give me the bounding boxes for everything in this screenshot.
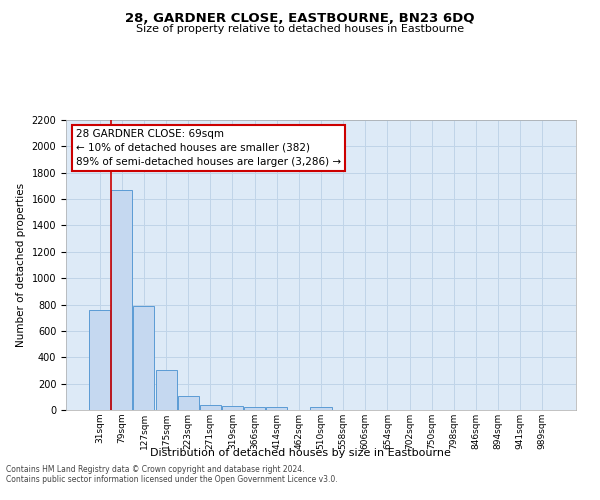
Text: Contains public sector information licensed under the Open Government Licence v3: Contains public sector information licen… bbox=[6, 476, 338, 484]
Text: Distribution of detached houses by size in Eastbourne: Distribution of detached houses by size … bbox=[149, 448, 451, 458]
Bar bbox=[222, 406, 243, 410]
Text: 28, GARDNER CLOSE, EASTBOURNE, BN23 6DQ: 28, GARDNER CLOSE, EASTBOURNE, BN23 6DQ bbox=[125, 12, 475, 26]
Bar bbox=[244, 408, 265, 410]
Bar bbox=[266, 408, 287, 410]
Bar bbox=[200, 404, 221, 410]
Bar bbox=[89, 310, 110, 410]
Bar bbox=[112, 190, 133, 410]
Text: Size of property relative to detached houses in Eastbourne: Size of property relative to detached ho… bbox=[136, 24, 464, 34]
Bar bbox=[178, 396, 199, 410]
Bar bbox=[310, 408, 332, 410]
Bar bbox=[133, 306, 154, 410]
Bar bbox=[155, 370, 176, 410]
Y-axis label: Number of detached properties: Number of detached properties bbox=[16, 183, 26, 347]
Text: Contains HM Land Registry data © Crown copyright and database right 2024.: Contains HM Land Registry data © Crown c… bbox=[6, 466, 305, 474]
Text: 28 GARDNER CLOSE: 69sqm
← 10% of detached houses are smaller (382)
89% of semi-d: 28 GARDNER CLOSE: 69sqm ← 10% of detache… bbox=[76, 128, 341, 166]
